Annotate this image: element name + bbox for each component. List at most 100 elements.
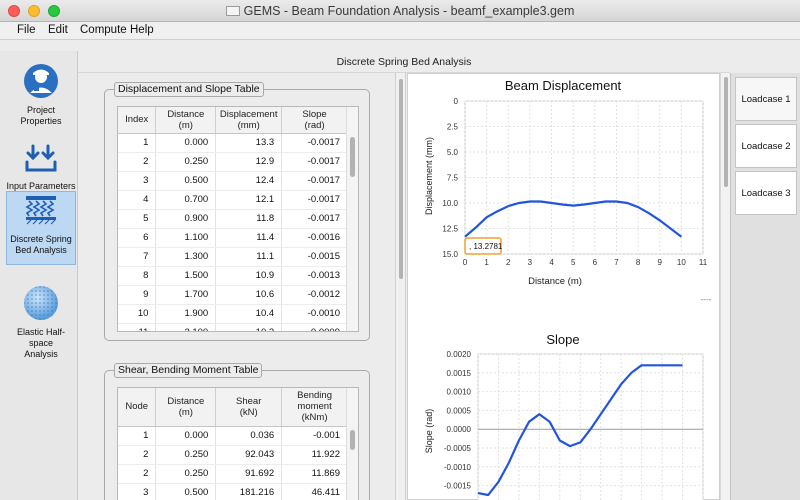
menu-edit[interactable]: Edit (48, 24, 68, 36)
table-cell[interactable]: 1.500 (155, 266, 217, 286)
column-header-distance[interactable]: Distance (m) (155, 107, 217, 134)
table-cell[interactable]: 2 (118, 152, 157, 172)
shear-table-scrollbar[interactable] (346, 388, 358, 500)
sidebar-item-project-properties[interactable]: Project Properties (6, 61, 76, 126)
table-cell[interactable]: 91.692 (215, 464, 283, 484)
table-cell[interactable]: 0.000 (155, 133, 217, 153)
table-row[interactable]: 1 0.000 0.036 -0.001 (118, 426, 348, 446)
panel-splitter-handle[interactable]: ---- (701, 295, 712, 304)
menu-file[interactable]: File (17, 24, 36, 36)
table-cell[interactable]: 1.900 (155, 304, 217, 324)
table-cell[interactable]: 1 (118, 133, 157, 153)
table-cell[interactable]: 11.869 (281, 464, 348, 484)
sidebar-item-elastic-halfspace[interactable]: Elastic Half-space Analysis (6, 283, 76, 359)
table-cell[interactable]: 11.8 (215, 209, 283, 229)
menu-compute[interactable]: Compute (80, 24, 127, 36)
close-window-button[interactable] (8, 5, 20, 17)
table-cell[interactable]: -0.0013 (281, 266, 348, 286)
tab-loadcase-3[interactable]: Loadcase 3 (735, 171, 797, 215)
table-cell[interactable]: 8 (118, 266, 157, 286)
table-row[interactable]: 6 1.100 11.4 -0.0016 (118, 228, 348, 248)
scrollbar-thumb[interactable] (724, 77, 728, 187)
table-cell[interactable]: 10 (118, 304, 157, 324)
table-cell[interactable]: -0.0017 (281, 209, 348, 229)
table-cell[interactable]: 7 (118, 247, 157, 267)
table-cell[interactable]: 3 (118, 483, 157, 500)
menu-help[interactable]: Help (130, 24, 154, 36)
table-row[interactable]: 2 0.250 91.692 11.869 (118, 464, 348, 484)
table-cell[interactable]: 12.1 (215, 190, 283, 210)
table-cell[interactable]: -0.0017 (281, 171, 348, 191)
table-cell[interactable]: 2 (118, 445, 157, 465)
column-header-displacement[interactable]: Displacement (mm) (215, 107, 283, 134)
table-cell[interactable]: -0.0009 (281, 323, 348, 331)
table-row[interactable]: 4 0.700 12.1 -0.0017 (118, 190, 348, 210)
table-cell[interactable]: 2.100 (155, 323, 217, 331)
table-cell[interactable]: 0.250 (155, 464, 217, 484)
table-cell[interactable]: 12.4 (215, 171, 283, 191)
table-cell[interactable]: 6 (118, 228, 157, 248)
tables-panel-scrollbar[interactable] (395, 73, 406, 500)
sidebar-item-discrete-spring[interactable]: Discrete Spring Bed Analysis (6, 191, 76, 265)
table-cell[interactable]: 0.250 (155, 152, 217, 172)
table-cell[interactable]: 11.4 (215, 228, 283, 248)
table-row[interactable]: 2 0.250 12.9 -0.0017 (118, 152, 348, 172)
table-row[interactable]: 8 1.500 10.9 -0.0013 (118, 266, 348, 286)
table-cell[interactable]: 1.100 (155, 228, 217, 248)
table-cell[interactable]: -0.0017 (281, 133, 348, 153)
table-cell[interactable]: -0.0015 (281, 247, 348, 267)
column-header-distance[interactable]: Distance (m) (155, 388, 217, 427)
table-cell[interactable]: 3 (118, 171, 157, 191)
tab-loadcase-2[interactable]: Loadcase 2 (735, 124, 797, 168)
table-cell[interactable]: 1.300 (155, 247, 217, 267)
sidebar-item-input-parameters[interactable]: Input Parameters (6, 141, 76, 203)
table-row[interactable]: 1 0.000 13.3 -0.0017 (118, 133, 348, 153)
table-cell[interactable]: 10.4 (215, 304, 283, 324)
column-header-bending-moment[interactable]: Bending moment (kNm) (281, 388, 348, 427)
scrollbar-thumb[interactable] (399, 79, 403, 279)
table-cell[interactable]: 0.036 (215, 426, 283, 446)
table-row[interactable]: 7 1.300 11.1 -0.0015 (118, 247, 348, 267)
table-cell[interactable]: 0.700 (155, 190, 217, 210)
table-cell[interactable]: -0.001 (281, 426, 348, 446)
maximize-window-button[interactable] (48, 5, 60, 17)
table-cell[interactable]: 10.6 (215, 285, 283, 305)
scrollbar-thumb[interactable] (350, 137, 355, 177)
minimize-window-button[interactable] (28, 5, 40, 17)
column-header-node[interactable]: Node (118, 388, 157, 427)
table-row[interactable]: 112.10010.2-0.0009 (118, 323, 348, 331)
table-cell[interactable]: 11.1 (215, 247, 283, 267)
scrollbar-thumb[interactable] (350, 430, 355, 450)
table-cell[interactable]: -0.0017 (281, 190, 348, 210)
table-cell[interactable]: 1 (118, 426, 157, 446)
table-cell[interactable]: 2 (118, 464, 157, 484)
charts-canvas[interactable]: Beam Displacement Distance (m) Displacem… (408, 74, 721, 500)
table-cell[interactable]: 46.411 (281, 483, 348, 500)
table-row[interactable]: 3 0.500 181.216 46.411 (118, 483, 348, 500)
table-cell[interactable]: -0.0012 (281, 285, 348, 305)
charts-scrollbar[interactable] (720, 73, 730, 500)
table-cell[interactable]: 0.000 (155, 426, 217, 446)
table-row[interactable]: 9 1.700 10.6 -0.0012 (118, 285, 348, 305)
table-cell[interactable]: 9 (118, 285, 157, 305)
table-cell[interactable]: 4 (118, 190, 157, 210)
table-cell[interactable]: -0.0017 (281, 152, 348, 172)
table-cell[interactable]: 92.043 (215, 445, 283, 465)
table-cell[interactable]: 10.2 (215, 323, 283, 331)
table-row[interactable]: 5 0.900 11.8 -0.0017 (118, 209, 348, 229)
table-cell[interactable]: 0.900 (155, 209, 217, 229)
table-row[interactable]: 10 1.900 10.4 -0.0010 (118, 304, 348, 324)
column-header-slope[interactable]: Slope (rad) (281, 107, 348, 134)
displacement-table-scrollbar[interactable] (346, 107, 358, 331)
table-row[interactable]: 3 0.500 12.4 -0.0017 (118, 171, 348, 191)
table-cell[interactable]: 12.9 (215, 152, 283, 172)
table-cell[interactable]: 13.3 (215, 133, 283, 153)
table-cell[interactable]: 181.216 (215, 483, 283, 500)
table-cell[interactable]: 11.922 (281, 445, 348, 465)
column-header-index[interactable]: Index (118, 107, 157, 134)
table-cell[interactable]: 0.500 (155, 171, 217, 191)
table-cell[interactable]: 5 (118, 209, 157, 229)
table-cell[interactable]: 1.700 (155, 285, 217, 305)
column-header-shear[interactable]: Shear (kN) (215, 388, 283, 427)
table-cell[interactable]: -0.0016 (281, 228, 348, 248)
